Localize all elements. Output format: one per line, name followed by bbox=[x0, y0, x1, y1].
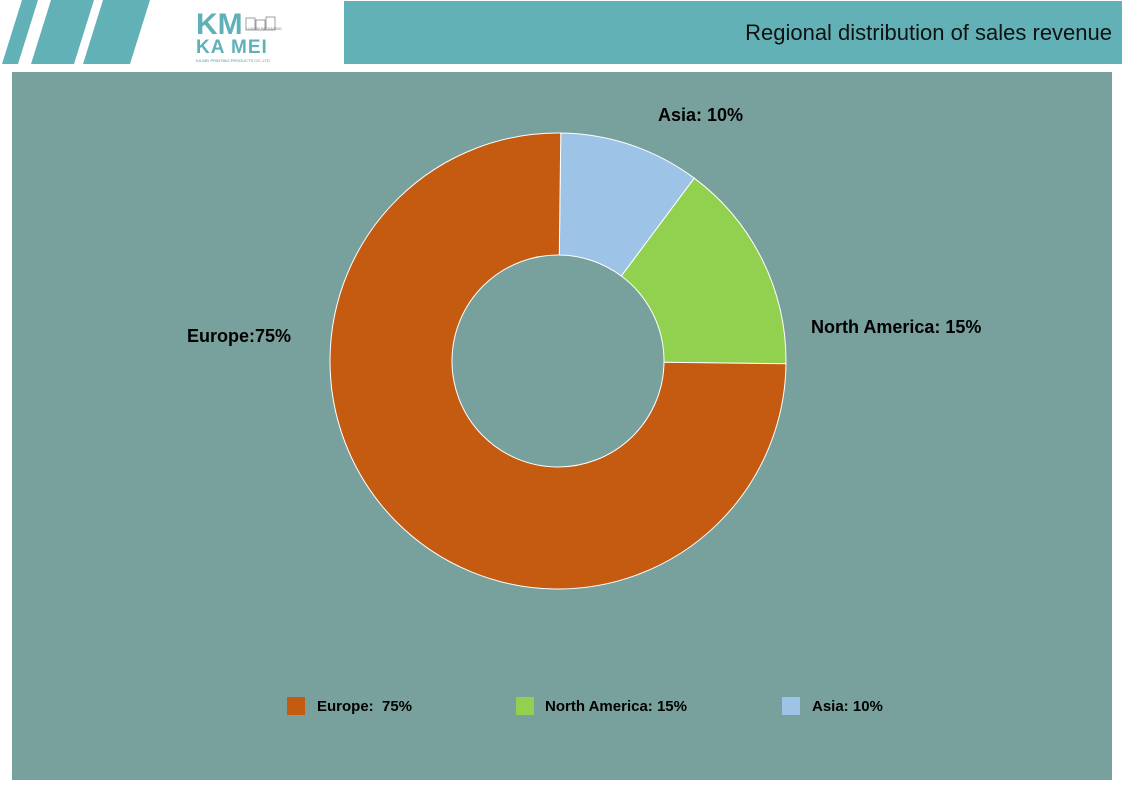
legend-swatch-north-america bbox=[516, 697, 534, 715]
company-logo: KM bbox=[196, 8, 276, 41]
svg-text:KM: KM bbox=[196, 8, 243, 41]
data-label-north-america: North America: 15% bbox=[811, 317, 982, 337]
donut-slice-europe bbox=[329, 132, 787, 590]
legend-swatch-europe bbox=[287, 697, 305, 715]
chart-area: Europe:75% North America: 15% Asia: 10% … bbox=[12, 72, 1112, 780]
legend-swatch-asia bbox=[782, 697, 800, 715]
logo-name: KA MEI bbox=[196, 37, 268, 58]
legend-label-asia: Asia: 10% bbox=[812, 698, 883, 715]
legend-label-europe: Europe: 75% bbox=[317, 698, 413, 715]
donut-chart bbox=[329, 132, 787, 590]
legend-label-north-america: North America: 15% bbox=[545, 698, 687, 715]
donut-slice-north-america bbox=[620, 177, 787, 365]
data-label-asia: Asia: 10% bbox=[658, 105, 744, 125]
logo-subtitle: KA MEI PRINTING PRODUCTS CO.,LTD bbox=[196, 58, 270, 63]
page-title: Regional distribution of sales revenue bbox=[745, 20, 1112, 45]
logo-tagline: LUXURY PACKAGING bbox=[246, 27, 282, 31]
decorative-stripes bbox=[2, 0, 150, 64]
header-bar: Regional distribution of sales revenue bbox=[344, 1, 1122, 64]
data-label-europe: Europe:75% bbox=[187, 326, 292, 346]
